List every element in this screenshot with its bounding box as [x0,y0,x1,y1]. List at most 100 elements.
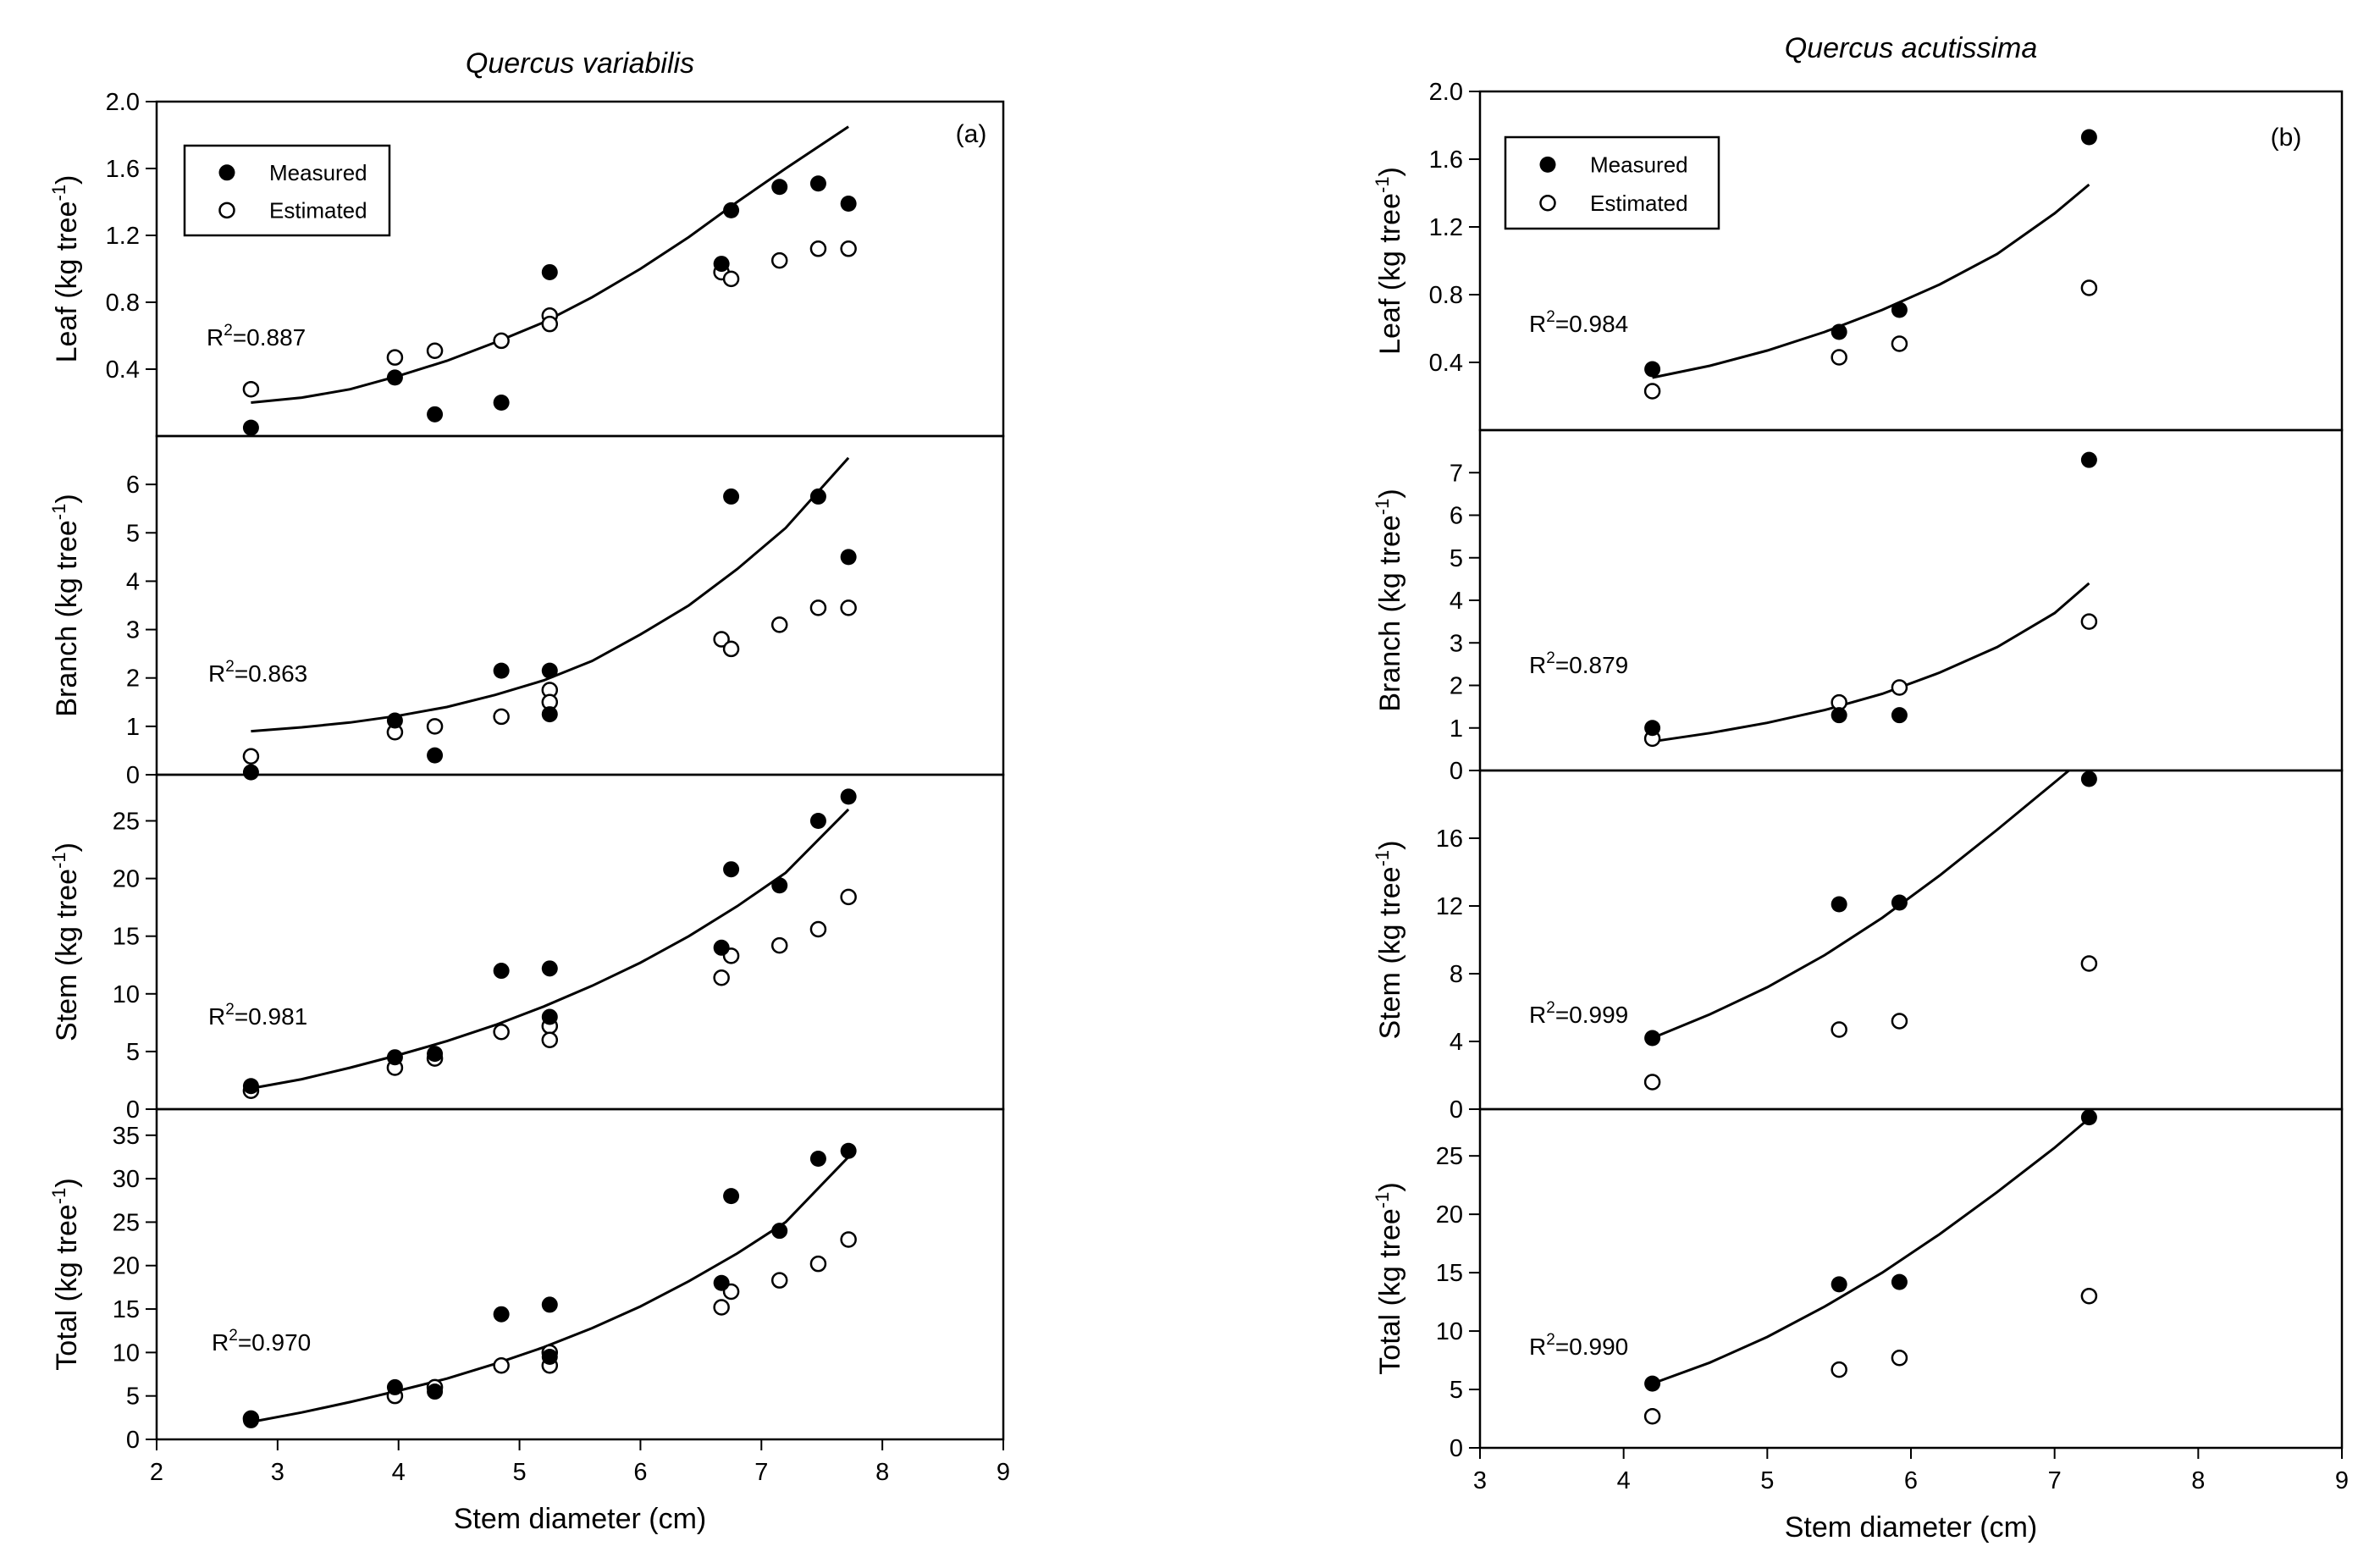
point-measured [493,662,510,679]
legend-label-estimated: Estimated [1590,191,1688,216]
y-tick-label: 0 [126,762,140,789]
legend-label-measured: Measured [1590,152,1688,177]
y-axis-label: Stem (kg tree-1) [48,842,83,1041]
point-estimated [541,1031,559,1049]
x-tick-label: 5 [1760,1467,1774,1494]
x-tick-label: 9 [2335,1467,2349,1494]
point-measured [2080,129,2097,146]
point-measured [1644,1030,1661,1047]
subplot-leaf: 0.4 0.8 1.2 1.6 2.0 Leaf (kg tree-1) R2=0.887 M… [48,89,1005,438]
panel-1: Quercus acutissima (b) 0.4 0.8 1.2 1.6 2.0 Leaf… [1372,32,2349,1544]
y-tick-label: 1 [1450,715,1463,743]
point-estimated [722,640,740,658]
point-measured [2080,770,2097,787]
point-estimated [809,599,827,616]
point-measured [386,1049,403,1066]
point-measured [493,963,510,980]
y-tick-label: 4 [1450,1029,1463,1056]
y-tick-label: 25 [1436,1143,1463,1170]
point-measured [541,1349,558,1365]
point-measured [493,1306,510,1323]
y-tick-label: 5 [126,520,140,547]
point-estimated [770,936,788,954]
point-estimated [713,631,730,648]
r-squared-label: R2=0.999 [1529,999,1628,1028]
y-tick-label: 3 [126,617,140,644]
point-measured [541,706,558,723]
y-tick-label: 20 [113,1253,140,1280]
point-measured [809,1151,826,1167]
point-estimated [809,240,827,257]
y-axis-label-unit-exp: -1 [1372,850,1393,867]
point-measured [723,488,740,505]
point-measured [1831,323,1847,340]
y-axis-label-close: ) [1374,841,1406,850]
fit-curve [251,808,850,1090]
point-measured [1644,1375,1661,1392]
r-squared-symbol: R [212,1329,229,1356]
legend-marker-measured [218,164,235,181]
point-estimated [2080,613,2098,630]
x-tick-label: 4 [1617,1467,1631,1494]
point-measured [493,395,510,411]
point-measured [541,263,558,280]
fit-curve [1652,183,2090,379]
point-estimated [770,251,788,269]
point-estimated [840,1231,857,1248]
x-tick-label: 7 [2048,1467,2062,1494]
plot-frame [1478,1107,2344,1450]
point-measured [723,861,740,878]
y-axis-label-text: Branch (kg tree [1374,515,1406,711]
r-squared-eq: = [1555,1002,1569,1028]
y-axis-label-unit-exp: -1 [48,504,69,521]
y-axis-label: Branch (kg tree-1) [1372,489,1406,711]
r-squared-exp: 2 [225,658,235,676]
point-estimated [840,599,857,616]
point-measured [713,1274,730,1291]
plot-frame [1478,769,2344,1111]
point-measured [840,195,857,212]
subplot-stem: 0 4 8 12 16 Stem (kg tree-1) R2=0.999 [1372,769,2344,1124]
r-squared-exp: 2 [1546,308,1555,326]
y-tick-label: 12 [1436,893,1463,920]
point-estimated [1831,1021,1847,1038]
point-estimated [770,1272,788,1289]
x-axis-label: Stem diameter (cm) [454,1503,707,1535]
point-measured [840,788,857,805]
r-squared-symbol: R [1529,652,1546,678]
y-tick-label: 15 [113,1296,140,1323]
y-tick-label: 2.0 [106,89,140,116]
r-squared-value: 0.984 [1569,311,1628,337]
point-estimated [493,332,510,350]
point-measured [1891,894,1908,911]
y-tick-label: 1 [126,714,140,741]
point-estimated [770,616,788,633]
r-squared-symbol: R [1529,1334,1546,1360]
point-estimated [2080,955,2098,972]
point-estimated [809,1255,827,1273]
y-axis-label: Leaf (kg tree-1) [48,175,83,363]
y-tick-label: 0 [1450,1435,1463,1462]
y-tick-label: 5 [126,1384,140,1411]
r-squared-value: 0.970 [251,1329,311,1356]
r-squared-value: 0.863 [248,660,307,687]
subplot-total: 0 5 10 15 20 25 30 35 2 3 4 5 6 7 8 9 Total (kg tree-1) R… [48,1107,1010,1486]
y-axis-label: Total (kg tree-1) [1372,1182,1406,1374]
point-measured [1644,720,1661,737]
y-tick-label: 25 [113,808,140,835]
r-squared-value: 0.999 [1569,1002,1628,1028]
legend-box [183,144,391,237]
x-axis-label: Stem diameter (cm) [1785,1511,2038,1544]
y-tick-label: 1.6 [106,156,140,183]
y-axis-label-unit-exp: -1 [48,1188,69,1205]
r-squared-exp: 2 [224,322,233,340]
y-axis-label-close: ) [51,175,83,185]
point-measured [541,960,558,977]
point-estimated [1891,1350,1908,1367]
y-tick-label: 0.8 [106,290,140,317]
y-tick-label: 4 [126,568,140,595]
x-tick-label: 6 [633,1459,647,1486]
